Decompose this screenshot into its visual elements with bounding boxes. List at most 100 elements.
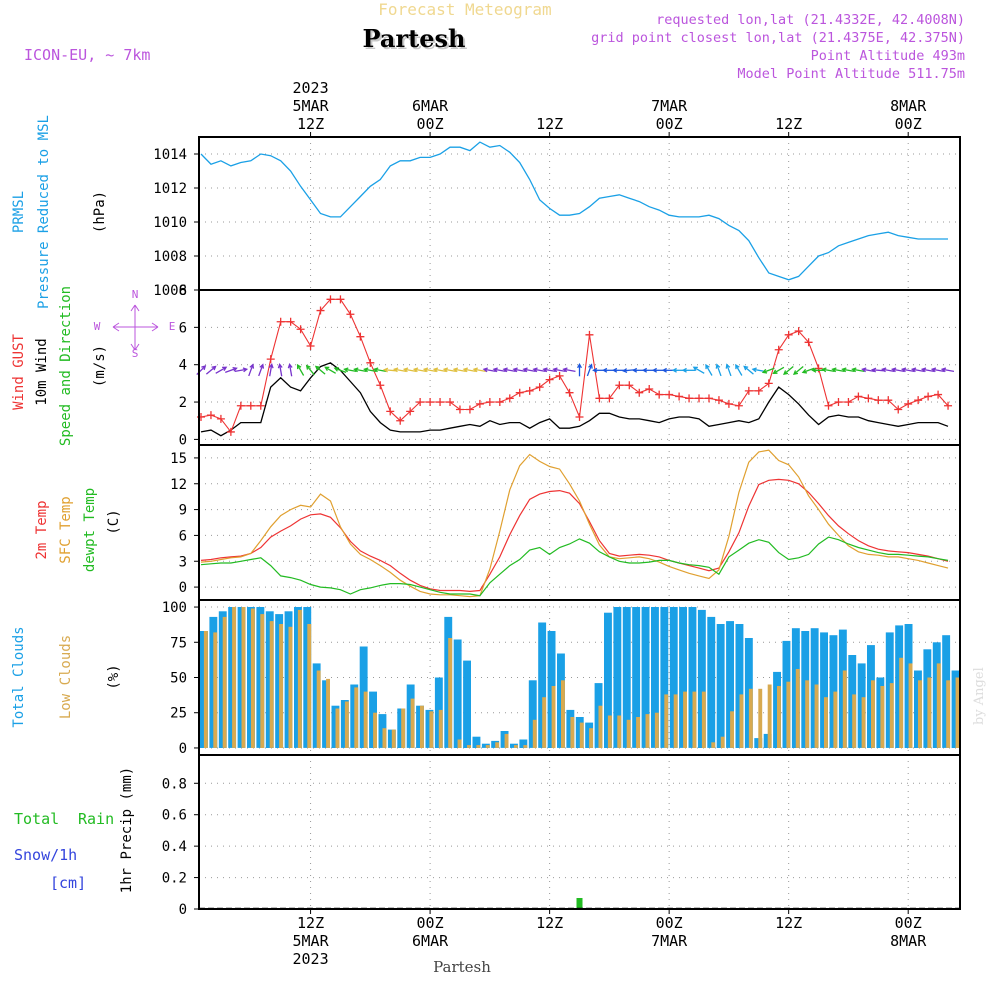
low-cloud-bar xyxy=(683,691,687,748)
wind-gust-line xyxy=(200,298,949,434)
wind-arrow xyxy=(735,364,743,376)
low-cloud-bar xyxy=(269,621,274,748)
wind-arrow-head xyxy=(772,369,778,374)
axis-title: (hPa) xyxy=(92,191,108,233)
total-cloud-bar xyxy=(688,607,697,748)
axis-title: 2m Temp xyxy=(34,500,50,559)
bottom-tick-label: 2023 xyxy=(293,950,329,968)
wind-arrow xyxy=(394,368,407,372)
wind-arrow-head xyxy=(382,367,389,373)
low-cloud-bar xyxy=(795,669,800,748)
wind-arrow xyxy=(334,367,347,373)
wind-arrow-head xyxy=(333,367,339,372)
wind-arrow xyxy=(354,368,367,372)
wind-arrow xyxy=(503,368,516,372)
total-cloud-bar xyxy=(566,709,575,748)
total-cloud-bar xyxy=(538,622,547,748)
low-cloud-bar xyxy=(871,680,875,748)
low-cloud-bar xyxy=(203,631,208,748)
side-labels: PRMSL Pressure Reduced to MSL (hPa) Wind GU… xyxy=(11,115,135,893)
station-title: Partesh xyxy=(363,24,466,53)
gust-marker xyxy=(595,394,604,403)
gust-marker xyxy=(675,392,684,401)
wind-arrow-head xyxy=(373,367,379,373)
temp-line xyxy=(200,449,949,598)
low-cloud-bar xyxy=(617,715,622,748)
footer-station: Partesh xyxy=(433,958,491,976)
low-cloud-bar xyxy=(927,677,932,748)
axis-title: 10m Wind xyxy=(34,338,50,405)
wind-arrow-head xyxy=(920,367,927,373)
low-cloud-bar xyxy=(777,686,781,748)
gust-marker xyxy=(565,388,574,397)
wind-arrow-head xyxy=(831,367,837,373)
wind-arrow xyxy=(553,368,566,372)
wind-arrow xyxy=(279,364,283,377)
total-cloud-bar xyxy=(951,670,960,748)
wind-arrow-head xyxy=(277,363,283,369)
gust-marker xyxy=(645,384,654,393)
y-tick-label: 1014 xyxy=(153,147,187,163)
low-cloud-bar xyxy=(589,728,593,748)
total-cloud-bar xyxy=(669,607,678,748)
wind-arrow-head xyxy=(821,367,827,373)
low-cloud-bar xyxy=(410,698,415,748)
top-tick-label: 12Z xyxy=(536,115,563,133)
gust-marker xyxy=(695,394,704,403)
total-cloud-bar xyxy=(340,700,349,748)
total-cloud-bar xyxy=(378,714,387,748)
bottom-tick-label: 00Z xyxy=(417,914,444,932)
gust-marker xyxy=(515,388,524,397)
wind-arrow-head xyxy=(249,363,255,369)
total-cloud-bar xyxy=(322,680,330,748)
gust-marker xyxy=(854,392,863,401)
low-cloud-bar xyxy=(833,691,838,748)
y-tick-label: 1008 xyxy=(153,249,187,265)
gust-marker xyxy=(585,330,594,339)
wind-arrow xyxy=(543,368,556,372)
axis-title: Low Clouds xyxy=(58,635,74,719)
wind-arrow xyxy=(832,368,845,372)
total-cloud-bar xyxy=(829,635,838,748)
total-cloud-bar xyxy=(528,680,537,748)
axis-title: Wind GUST xyxy=(11,334,27,410)
wind-arrow-head xyxy=(492,367,498,373)
gust-marker xyxy=(754,386,763,395)
gust-marker xyxy=(794,327,803,336)
top-tick-label: 2023 xyxy=(293,79,329,97)
low-cloud-bar xyxy=(626,719,631,748)
low-cloud-bar xyxy=(880,686,885,748)
compass-cross xyxy=(112,304,159,351)
wind-arrow xyxy=(364,368,377,372)
total-cloud-bar xyxy=(613,607,622,748)
wind-arrow-head xyxy=(631,367,638,373)
temp-line xyxy=(200,536,949,597)
bottom-tick-label: 6MAR xyxy=(412,932,449,950)
wind-arrow xyxy=(743,365,754,375)
wind-arrow-head xyxy=(881,367,887,373)
gust-marker xyxy=(894,405,903,414)
bottom-tick-label: 00Z xyxy=(656,914,683,932)
gust-marker xyxy=(505,394,514,403)
wind-arrow xyxy=(802,367,815,373)
wind-arrow xyxy=(344,368,357,372)
legend-label: Snow/1h xyxy=(14,846,77,864)
gust-marker xyxy=(734,401,743,410)
low-cloud-bar xyxy=(654,712,659,748)
wind-arrow-head xyxy=(735,363,740,370)
wind-arrow xyxy=(225,367,237,373)
wind-arrow xyxy=(453,368,466,372)
wind-arrow-head xyxy=(482,367,488,373)
low-cloud-bar xyxy=(936,663,941,748)
low-cloud-bar xyxy=(805,680,810,748)
low-cloud-bar xyxy=(842,670,847,748)
low-cloud-bar xyxy=(307,624,312,748)
wind-arrow xyxy=(258,364,264,377)
total-cloud-bar xyxy=(895,625,904,748)
wind-arrow-head xyxy=(392,367,399,373)
wind-arrow-head xyxy=(661,367,667,373)
low-cloud-bar xyxy=(241,607,246,748)
total-cloud-bar xyxy=(763,733,772,748)
total-cloud-bar xyxy=(604,612,612,748)
